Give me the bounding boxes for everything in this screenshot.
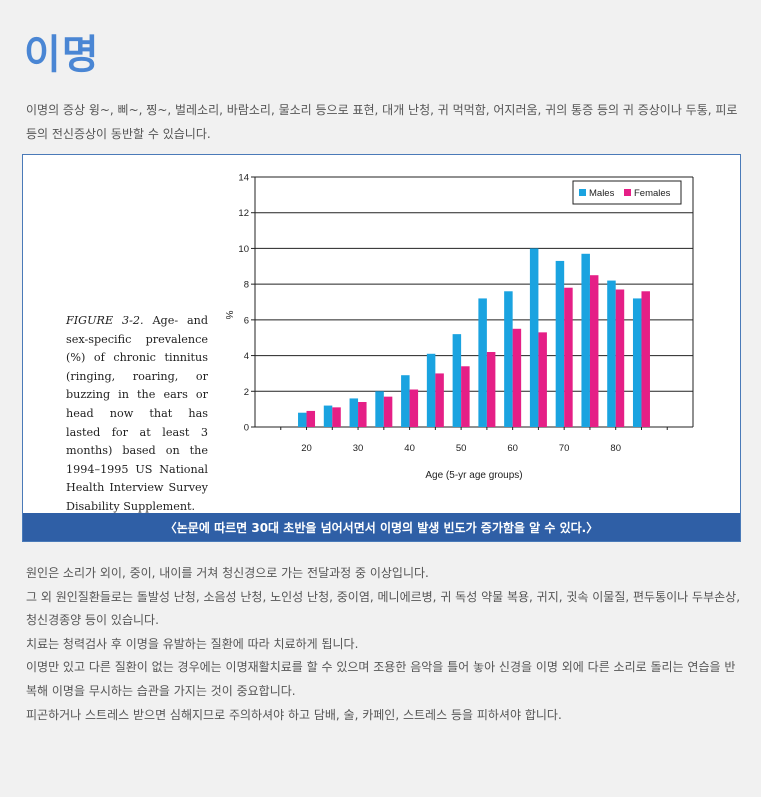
- y-tick-label: 12: [238, 208, 249, 219]
- bar-females: [358, 402, 367, 427]
- figure-caption-label: FIGURE 3-2.: [66, 314, 144, 327]
- y-tick-label: 6: [244, 315, 249, 326]
- bar-females: [486, 352, 496, 427]
- x-tick-label: 40: [404, 443, 415, 454]
- bar-females: [512, 328, 522, 427]
- body-paragraph-4: 이명만 있고 다른 질환이 없는 경우에는 이명재활치료를 할 수 있으며 조용…: [26, 660, 736, 698]
- bar-males: [529, 248, 539, 427]
- bar-females: [564, 287, 573, 427]
- y-tick-label: 4: [244, 351, 249, 362]
- bar-females: [589, 275, 599, 427]
- tinnitus-prevalence-chart: 0 2 4 6 8 10 12 14 20 30 40 50 60 70 80 Age (5-yr age g…: [223, 173, 694, 481]
- y-tick-label: 14: [238, 173, 249, 184]
- bar-males: [375, 391, 384, 427]
- bar-males: [452, 334, 462, 427]
- bar-males: [607, 280, 616, 427]
- bar-males: [504, 291, 513, 427]
- y-tick-label: 2: [244, 387, 249, 398]
- y-tick-label: 8: [244, 280, 249, 291]
- bar-males: [581, 253, 590, 427]
- y-tick-label: 10: [238, 244, 249, 255]
- figure-caption-text: Age- and sex-specific prevalence (%) of …: [66, 314, 208, 513]
- intro-text: 이명의 증상 윙~, 삐~, 찡~, 벌레소리, 바람소리, 물소리 등으로 표…: [26, 103, 738, 141]
- bar-males: [426, 353, 436, 427]
- bar-females: [538, 332, 547, 427]
- x-tick-label: 50: [456, 443, 467, 454]
- bar-males: [298, 412, 307, 427]
- body-paragraph-3: 치료는 청력검사 후 이명을 유발하는 질환에 따라 치료하게 됩니다.: [26, 636, 359, 651]
- x-tick-label: 70: [559, 443, 570, 454]
- bar-males: [401, 375, 410, 427]
- body-paragraph-1: 원인은 소리가 외이, 중이, 내이를 거쳐 청신경으로 가는 전달과정 중 이…: [26, 566, 429, 580]
- bar-males: [349, 398, 359, 427]
- bar-females: [383, 396, 393, 427]
- bar-males: [555, 260, 565, 427]
- legend-swatch-females: [624, 189, 631, 196]
- body-paragraph-2: 그 외 원인질환들로는 돌발성 난청, 소음성 난청, 노인성 난청, 중이염,…: [26, 589, 741, 628]
- bar-females: [615, 289, 625, 427]
- bar-females: [641, 291, 650, 427]
- legend-label-females: Females: [634, 188, 671, 199]
- bar-females: [461, 366, 470, 427]
- figure-caption: FIGURE 3-2. Age- and sex-specific preval…: [66, 312, 208, 517]
- x-tick-label: 80: [610, 443, 621, 454]
- bar-females: [409, 389, 419, 427]
- page-title: 이명: [24, 32, 100, 78]
- legend-label-males: Males: [589, 188, 615, 199]
- bar-males: [478, 298, 487, 427]
- x-axis-label: Age (5-yr age groups): [425, 470, 522, 481]
- bar-females: [332, 407, 341, 427]
- body-paragraph-5: 피곤하거나 스트레스 받으면 심해지므로 주의하셔야 하고 담배, 술, 카페인…: [26, 707, 562, 722]
- body-text: 원인은 소리가 외이, 중이, 내이를 거쳐 청신경으로 가는 전달과정 중 이…: [26, 562, 741, 727]
- figure-banner: 〈논문에 따르면 30대 초반을 넘어서면서 이명의 발생 빈도가 증가함을 알…: [23, 513, 740, 541]
- y-tick-label: 0: [244, 423, 249, 434]
- figure-box: FIGURE 3-2. Age- and sex-specific preval…: [22, 154, 741, 542]
- bar-females: [306, 410, 316, 427]
- y-axis-label: %: [223, 311, 234, 320]
- bar-males: [323, 405, 333, 427]
- bar-females: [435, 373, 444, 427]
- x-tick-label: 20: [301, 443, 312, 454]
- x-tick-label: 60: [507, 443, 518, 454]
- bar-males: [632, 298, 642, 427]
- x-tick-label: 30: [353, 443, 364, 454]
- legend-swatch-males: [579, 189, 586, 196]
